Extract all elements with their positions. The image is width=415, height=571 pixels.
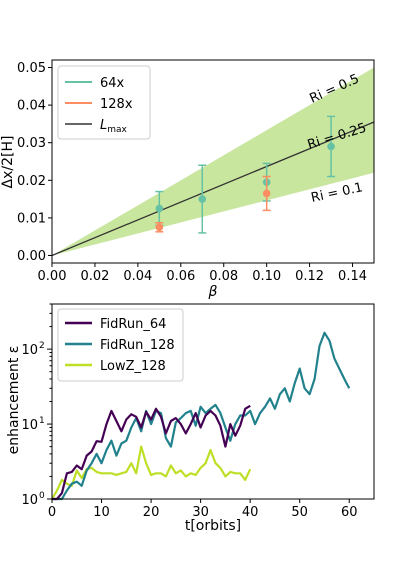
bottom-x-tick-label-5: 50: [291, 505, 308, 520]
bottom-y-tick-exponent-0: 0: [39, 491, 45, 501]
top-y-tick-label-3: 0.03: [17, 136, 46, 151]
data-points: [155, 115, 336, 234]
top-y-tick-label-2: 0.02: [17, 174, 46, 189]
top-legend-box: [57, 65, 151, 140]
top-x-tick-label-0: 0.00: [38, 269, 67, 284]
bottom-x-tick-label-6: 60: [341, 505, 358, 520]
top-x-tick-label-2: 0.04: [123, 269, 152, 284]
point-64x-3: [327, 142, 335, 151]
bottom-x-ticks: 0 10 20 30 40 50 60: [48, 499, 358, 520]
top-y-tick-label-0: 0.00: [17, 249, 46, 264]
bottom-y-tick-label-1: 10: [21, 418, 38, 433]
ri-band: [52, 67, 374, 256]
top-x-ticks: 0.00 0.02 0.04 0.06 0.08 0.10 0.12 0.14: [38, 263, 367, 284]
bottom-x-tick-label-4: 40: [242, 505, 259, 520]
bottom-x-tick-label-0: 0: [48, 505, 56, 520]
top-y-tick-label-4: 0.04: [17, 99, 46, 114]
legend-label-lowz128: LowZ_128: [100, 359, 166, 374]
top-x-axis-label: β: [208, 284, 218, 300]
bottom-x-tick-label-1: 10: [93, 505, 110, 520]
bottom-y-axis-label: enhancement ε: [6, 346, 22, 455]
bottom-legend-box: [57, 308, 184, 382]
legend-label-lmax: Lmax: [100, 118, 128, 135]
bottom-y-tick-label-0: 10: [21, 493, 38, 508]
series-line-fidrun128: [52, 331, 351, 501]
top-y-axis-label: Δx/2[H]: [0, 136, 16, 189]
point-128x-1: [262, 189, 271, 198]
top-legend: 64x 128x Lmax: [57, 65, 151, 140]
legend-label-128x: 128x: [100, 97, 133, 112]
top-x-tick-label-7: 0.14: [338, 269, 367, 284]
bottom-y-tick-exponent-2: 2: [39, 341, 45, 351]
bottom-x-tick-label-3: 30: [192, 505, 209, 520]
legend-label-64x: 64x: [100, 76, 125, 91]
bottom-y-tick-label-2: 10: [21, 343, 38, 358]
legend-label-fidrun64: FidRun_64: [100, 317, 166, 332]
bottom-y-tick-exponent-1: 1: [39, 416, 45, 426]
top-x-tick-label-6: 0.12: [295, 269, 324, 284]
point-64x-1: [198, 195, 207, 203]
top-y-ticks: 0.00 0.01 0.02 0.03 0.04 0.05: [17, 61, 52, 264]
bottom-x-axis-label: t[orbits]: [185, 518, 241, 534]
top-y-tick-label-1: 0.01: [17, 211, 46, 226]
series-line-fidrun64: [52, 404, 251, 501]
enhancement-lines: [51, 331, 351, 501]
top-y-tick-label-5: 0.05: [17, 61, 46, 76]
top-x-tick-label-1: 0.02: [80, 269, 109, 284]
legend-label-fidrun128: FidRun_128: [100, 338, 175, 353]
series-line-lowz128: [51, 445, 252, 500]
top-x-tick-label-5: 0.10: [252, 269, 281, 284]
lmax-line-path: [51, 121, 375, 257]
top-x-tick-label-3: 0.06: [166, 269, 195, 284]
top-chart: Ri = 0.5 Ri = 0.25 Ri = 0.1 0.00 0.02 0.04…: [0, 59, 375, 300]
point-64x-0: [155, 204, 164, 213]
bottom-legend: FidRun_64 FidRun_128 LowZ_128: [57, 308, 184, 382]
top-plot-frame: [51, 59, 375, 264]
bottom-x-tick-label-2: 20: [143, 505, 160, 520]
point-128x-0: [155, 223, 164, 232]
ri-band-fill: [52, 67, 374, 256]
top-x-tick-label-4: 0.08: [209, 269, 238, 284]
lmax-line: [51, 121, 375, 257]
